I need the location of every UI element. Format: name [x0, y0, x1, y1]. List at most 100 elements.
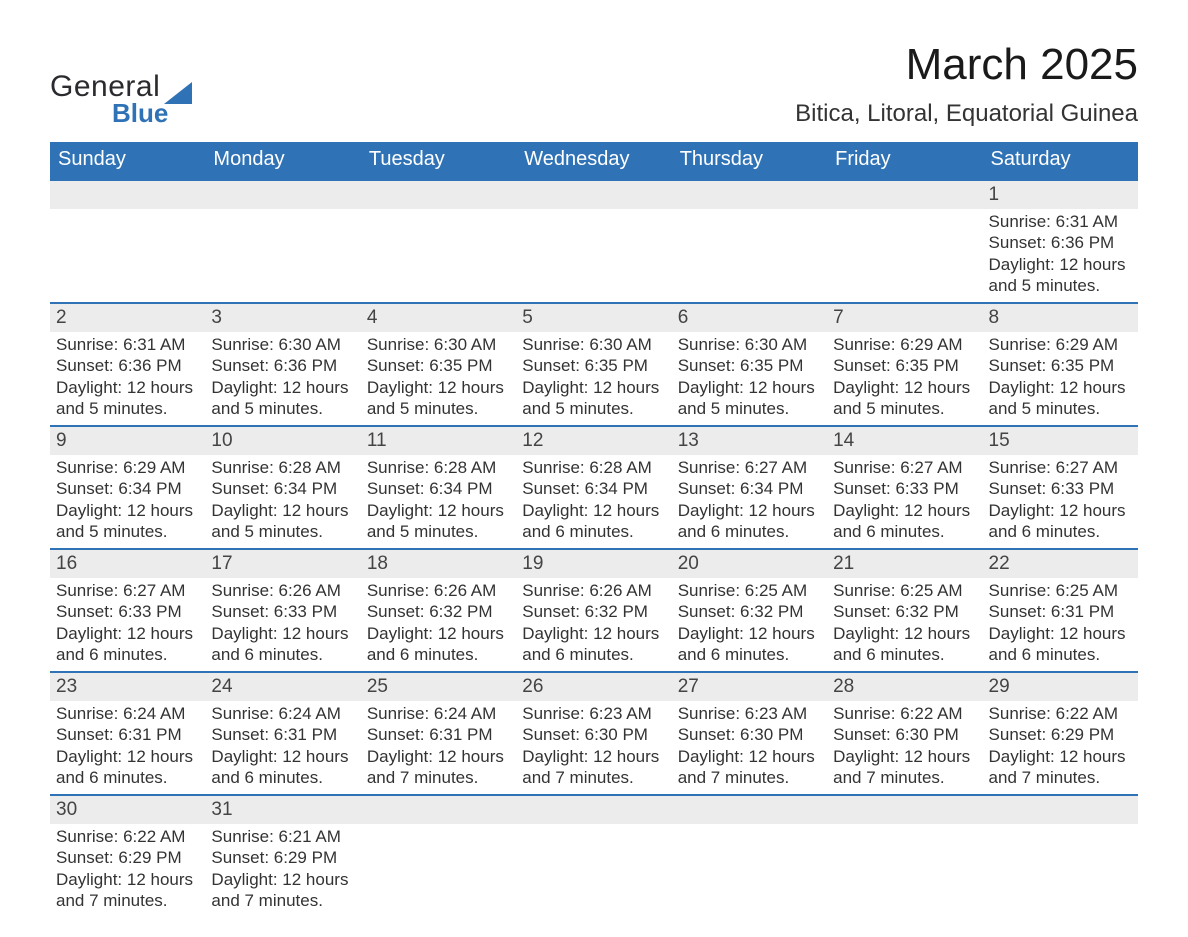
day-details: Sunrise: 6:30 AMSunset: 6:35 PMDaylight:…: [361, 332, 516, 425]
calendar-daynum-cell: 1: [983, 180, 1138, 209]
sunrise-line: Sunrise: 6:28 AM: [211, 457, 354, 478]
calendar-daynum-cell: [361, 795, 516, 824]
sunrise-line: Sunrise: 6:31 AM: [989, 211, 1132, 232]
daylight-line: Daylight: 12 hours and 7 minutes.: [56, 869, 199, 912]
sunset-line: Sunset: 6:31 PM: [989, 601, 1132, 622]
day-details: Sunrise: 6:31 AMSunset: 6:36 PMDaylight:…: [983, 209, 1138, 302]
calendar-detail-cell: Sunrise: 6:25 AMSunset: 6:32 PMDaylight:…: [827, 578, 982, 672]
sunrise-line: Sunrise: 6:25 AM: [678, 580, 821, 601]
calendar-detail-cell: Sunrise: 6:26 AMSunset: 6:32 PMDaylight:…: [361, 578, 516, 672]
day-number: 5: [516, 304, 671, 332]
calendar-detail-cell: Sunrise: 6:26 AMSunset: 6:33 PMDaylight:…: [205, 578, 360, 672]
sunset-line: Sunset: 6:36 PM: [56, 355, 199, 376]
calendar-daynum-cell: 30: [50, 795, 205, 824]
calendar-daynum-cell: [983, 795, 1138, 824]
daylight-line: Daylight: 12 hours and 6 minutes.: [522, 623, 665, 666]
daylight-line: Daylight: 12 hours and 6 minutes.: [833, 623, 976, 666]
calendar-daynum-cell: 29: [983, 672, 1138, 701]
day-number: 21: [827, 550, 982, 578]
calendar-detail-cell: Sunrise: 6:29 AMSunset: 6:34 PMDaylight:…: [50, 455, 205, 549]
day-details: Sunrise: 6:24 AMSunset: 6:31 PMDaylight:…: [205, 701, 360, 794]
calendar-detail-cell: Sunrise: 6:28 AMSunset: 6:34 PMDaylight:…: [361, 455, 516, 549]
sunset-line: Sunset: 6:30 PM: [522, 724, 665, 745]
calendar-detail-cell: Sunrise: 6:25 AMSunset: 6:32 PMDaylight:…: [672, 578, 827, 672]
calendar-daynum-cell: 11: [361, 426, 516, 455]
calendar-detail-cell: [516, 209, 671, 303]
sunrise-line: Sunrise: 6:24 AM: [56, 703, 199, 724]
sunset-line: Sunset: 6:33 PM: [833, 478, 976, 499]
sunrise-line: Sunrise: 6:27 AM: [989, 457, 1132, 478]
sunrise-line: Sunrise: 6:23 AM: [522, 703, 665, 724]
daylight-line: Daylight: 12 hours and 6 minutes.: [678, 500, 821, 543]
daylight-line: Daylight: 12 hours and 7 minutes.: [367, 746, 510, 789]
sunrise-line: Sunrise: 6:22 AM: [989, 703, 1132, 724]
daylight-line: Daylight: 12 hours and 6 minutes.: [367, 623, 510, 666]
sunset-line: Sunset: 6:36 PM: [211, 355, 354, 376]
day-number: 1: [983, 181, 1138, 209]
day-details: Sunrise: 6:22 AMSunset: 6:29 PMDaylight:…: [983, 701, 1138, 794]
day-number: 27: [672, 673, 827, 701]
sunset-line: Sunset: 6:32 PM: [833, 601, 976, 622]
sunrise-line: Sunrise: 6:29 AM: [989, 334, 1132, 355]
sunset-line: Sunset: 6:34 PM: [522, 478, 665, 499]
day-number: 19: [516, 550, 671, 578]
day-header: Thursday: [672, 142, 827, 180]
day-details: Sunrise: 6:22 AMSunset: 6:29 PMDaylight:…: [50, 824, 205, 917]
calendar-daynum-cell: [827, 180, 982, 209]
calendar-detail-cell: [827, 209, 982, 303]
calendar-detail-cell: [361, 824, 516, 917]
day-number: 3: [205, 304, 360, 332]
day-details: Sunrise: 6:28 AMSunset: 6:34 PMDaylight:…: [205, 455, 360, 548]
calendar-detail-cell: Sunrise: 6:22 AMSunset: 6:29 PMDaylight:…: [50, 824, 205, 917]
calendar-detail-cell: [205, 209, 360, 303]
day-number: 28: [827, 673, 982, 701]
calendar-daynum-cell: 24: [205, 672, 360, 701]
daylight-line: Daylight: 12 hours and 6 minutes.: [56, 623, 199, 666]
day-details: Sunrise: 6:23 AMSunset: 6:30 PMDaylight:…: [672, 701, 827, 794]
sunset-line: Sunset: 6:35 PM: [367, 355, 510, 376]
day-number: 7: [827, 304, 982, 332]
calendar-daynum-cell: [205, 180, 360, 209]
sunset-line: Sunset: 6:33 PM: [211, 601, 354, 622]
calendar-daynum-cell: 6: [672, 303, 827, 332]
sunrise-line: Sunrise: 6:30 AM: [211, 334, 354, 355]
day-header: Tuesday: [361, 142, 516, 180]
sunrise-line: Sunrise: 6:31 AM: [56, 334, 199, 355]
day-details: Sunrise: 6:26 AMSunset: 6:33 PMDaylight:…: [205, 578, 360, 671]
day-number: 14: [827, 427, 982, 455]
sunset-line: Sunset: 6:30 PM: [833, 724, 976, 745]
calendar-detail-cell: Sunrise: 6:30 AMSunset: 6:36 PMDaylight:…: [205, 332, 360, 426]
calendar-daynum-cell: [827, 795, 982, 824]
day-number: 25: [361, 673, 516, 701]
sunset-line: Sunset: 6:34 PM: [367, 478, 510, 499]
day-details: Sunrise: 6:23 AMSunset: 6:30 PMDaylight:…: [516, 701, 671, 794]
sunset-line: Sunset: 6:31 PM: [211, 724, 354, 745]
daylight-line: Daylight: 12 hours and 5 minutes.: [56, 500, 199, 543]
day-header: Friday: [827, 142, 982, 180]
sunrise-line: Sunrise: 6:28 AM: [522, 457, 665, 478]
day-number: 4: [361, 304, 516, 332]
sunset-line: Sunset: 6:31 PM: [56, 724, 199, 745]
calendar-detail-cell: Sunrise: 6:24 AMSunset: 6:31 PMDaylight:…: [205, 701, 360, 795]
calendar-detail-cell: [361, 209, 516, 303]
day-details: Sunrise: 6:25 AMSunset: 6:32 PMDaylight:…: [827, 578, 982, 671]
calendar-daynum-cell: 10: [205, 426, 360, 455]
calendar-daynum-cell: [516, 180, 671, 209]
calendar-detail-cell: Sunrise: 6:28 AMSunset: 6:34 PMDaylight:…: [516, 455, 671, 549]
day-details: Sunrise: 6:25 AMSunset: 6:31 PMDaylight:…: [983, 578, 1138, 671]
day-details: Sunrise: 6:22 AMSunset: 6:30 PMDaylight:…: [827, 701, 982, 794]
calendar-daynum-cell: 15: [983, 426, 1138, 455]
month-title: March 2025: [795, 40, 1138, 90]
calendar-detail-cell: [50, 209, 205, 303]
calendar-detail-cell: Sunrise: 6:26 AMSunset: 6:32 PMDaylight:…: [516, 578, 671, 672]
calendar-detail-cell: Sunrise: 6:21 AMSunset: 6:29 PMDaylight:…: [205, 824, 360, 917]
day-number: 29: [983, 673, 1138, 701]
sunset-line: Sunset: 6:30 PM: [678, 724, 821, 745]
day-header: Sunday: [50, 142, 205, 180]
day-number: 26: [516, 673, 671, 701]
day-details: Sunrise: 6:27 AMSunset: 6:33 PMDaylight:…: [827, 455, 982, 548]
daylight-line: Daylight: 12 hours and 6 minutes.: [989, 500, 1132, 543]
day-number: 6: [672, 304, 827, 332]
day-details: Sunrise: 6:29 AMSunset: 6:34 PMDaylight:…: [50, 455, 205, 548]
calendar-daynum-cell: 12: [516, 426, 671, 455]
